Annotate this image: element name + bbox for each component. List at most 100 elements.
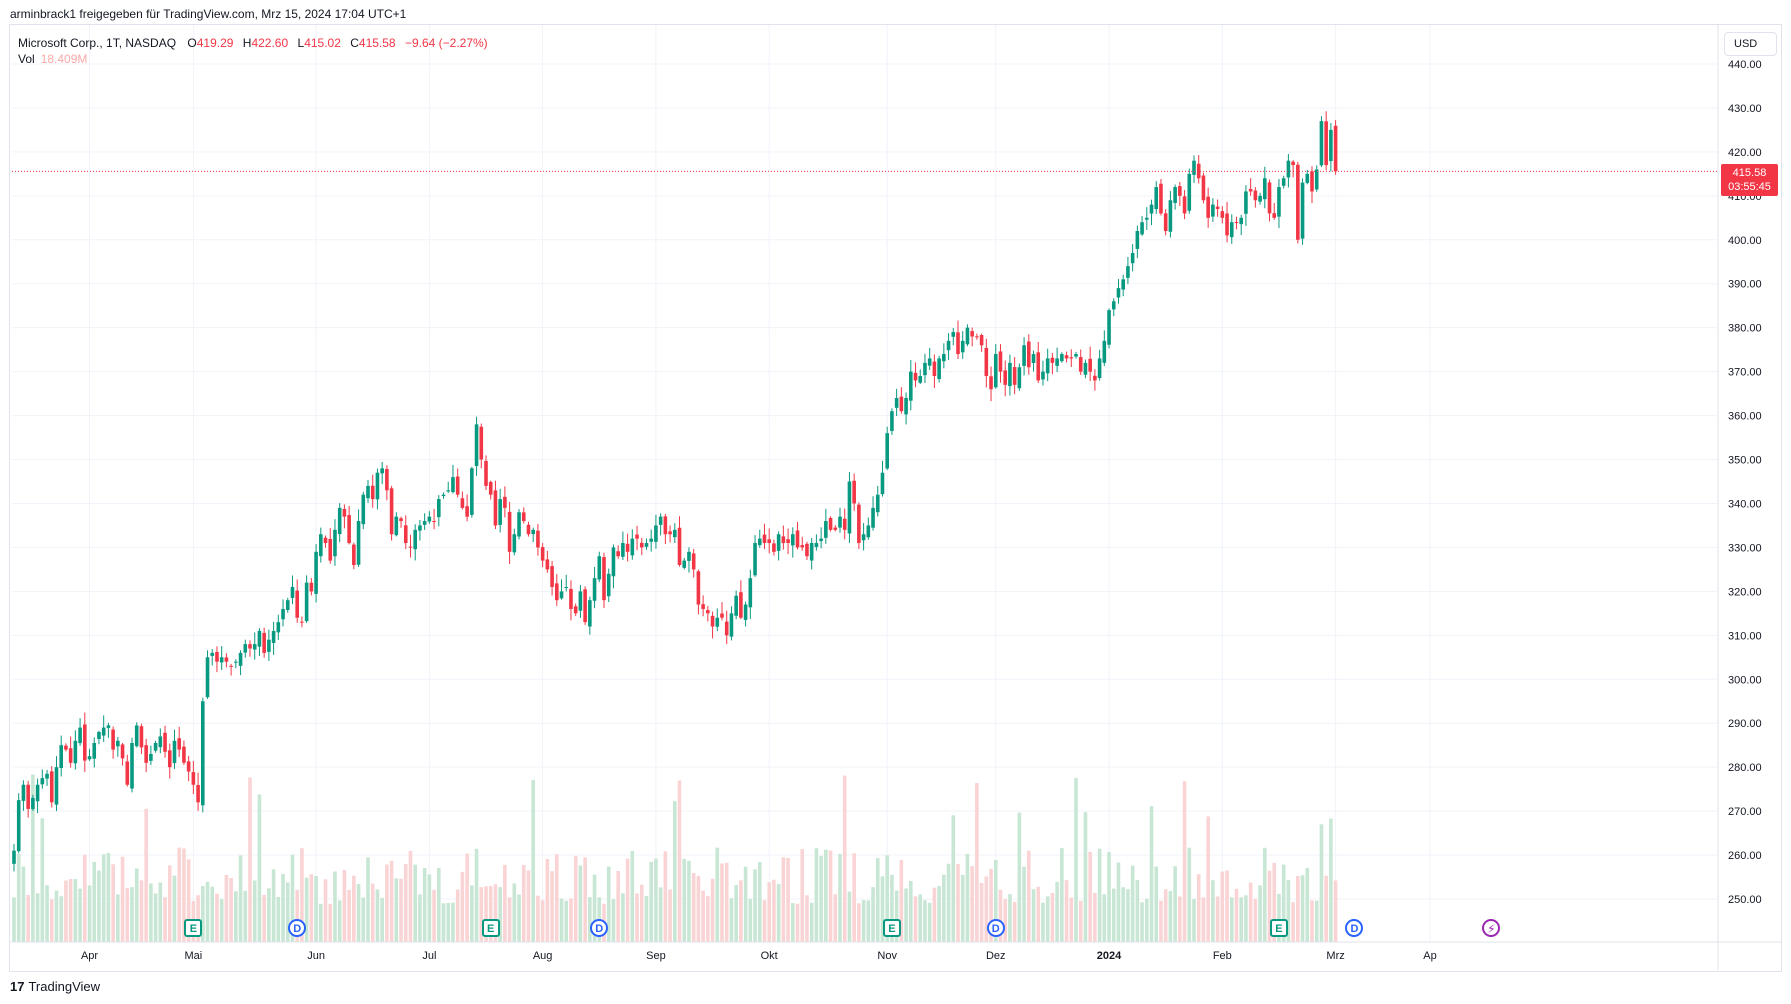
volume-bar — [838, 853, 842, 942]
volume-bar — [234, 891, 238, 942]
volume-bar — [951, 815, 956, 942]
candle-body — [937, 358, 941, 380]
volume-bar — [1012, 901, 1017, 942]
dividend-event-icon[interactable]: D — [590, 919, 609, 937]
candle-body — [857, 504, 861, 544]
volume-bar — [1319, 824, 1324, 942]
volume-bar — [649, 862, 653, 942]
volume-bar — [276, 896, 281, 942]
volume-bar — [59, 896, 63, 942]
volume-bar — [800, 849, 805, 942]
candle-body — [734, 595, 738, 616]
candle-body — [356, 521, 361, 565]
candle-body — [531, 529, 535, 535]
currency-button[interactable]: USD — [1724, 32, 1777, 56]
candle-body — [1300, 182, 1305, 239]
earnings-event-icon[interactable]: E — [184, 919, 203, 937]
candle-body — [965, 327, 970, 345]
candle-body — [97, 732, 101, 739]
candle-body — [49, 771, 54, 803]
candle-body — [352, 544, 356, 565]
dividend-event-icon[interactable]: D — [1345, 919, 1364, 937]
candle-body — [809, 543, 814, 561]
earnings-event-icon[interactable]: E — [481, 919, 500, 937]
x-axis: Apr Mai Jun Jul Aug Sep Okt Nov Dez 2024 Feb Mrz Ap — [9, 941, 1782, 962]
candle-body — [786, 539, 790, 544]
candle-body — [1093, 375, 1097, 381]
y-tick-label: 280.00 — [1728, 762, 1762, 774]
earnings-event-icon[interactable]: E — [882, 919, 901, 937]
candle-body — [573, 606, 578, 614]
candle-body — [106, 725, 111, 728]
candle-body — [1319, 121, 1324, 166]
chart-frame[interactable] — [9, 24, 1782, 972]
volume-bar — [545, 859, 550, 942]
candle-body — [800, 545, 805, 548]
candle-body — [644, 543, 649, 547]
volume-bar — [248, 777, 252, 942]
y-axis: 250.00 260.00 270.00 280.00 290.00 300.00 310.… — [1717, 25, 1762, 970]
candle-body — [248, 644, 252, 649]
volume-bar — [323, 879, 328, 942]
candle-body — [68, 748, 73, 763]
candle-body — [139, 726, 144, 748]
volume-bar — [167, 865, 172, 942]
volume-bar — [333, 871, 337, 942]
candle-body — [1154, 187, 1159, 210]
candle-body — [281, 608, 285, 620]
volume-bar — [621, 893, 625, 942]
tradingview-logo-icon: 17 — [10, 979, 25, 994]
candle-body — [762, 534, 767, 544]
volume-bar — [441, 903, 446, 942]
candle-body — [559, 591, 564, 599]
candle-body — [1248, 188, 1253, 192]
tradingview-logo[interactable]: 17 TradingView — [10, 979, 100, 994]
candle-body — [219, 657, 224, 663]
candle-body — [1192, 160, 1196, 175]
dividend-event-icon[interactable]: D — [986, 919, 1005, 937]
candle-body — [621, 543, 625, 557]
candle-body — [998, 351, 1003, 372]
volume-bar — [975, 783, 979, 942]
volume-bar — [252, 880, 257, 942]
x-tick-label: Sep — [646, 950, 666, 962]
volume-bar — [871, 887, 875, 942]
volume-bar — [455, 889, 460, 942]
volume-bar — [1159, 900, 1163, 942]
volume-bar — [40, 818, 45, 942]
volume-bar — [776, 884, 781, 942]
volume-bar — [960, 874, 965, 942]
dividend-event-icon[interactable]: D — [288, 919, 307, 937]
volume-bar — [644, 896, 649, 942]
candle-body — [720, 613, 724, 618]
candle-body — [1107, 310, 1111, 345]
candle-body — [422, 521, 427, 525]
volume-bar — [682, 858, 687, 942]
volume-bar — [1272, 862, 1277, 942]
candle-body — [757, 538, 762, 546]
split-event-icon[interactable]: ⚡ — [1482, 919, 1501, 937]
volume-bar — [215, 893, 219, 942]
volume-bar — [555, 854, 559, 942]
x-tick-label: Nov — [877, 950, 897, 962]
volume-bar — [979, 882, 984, 942]
volume-bar — [606, 866, 611, 942]
volume-label: Vol — [18, 52, 35, 66]
volume-bar — [866, 900, 871, 942]
volume-bar — [134, 868, 139, 942]
candle-body — [673, 529, 677, 538]
candle-body — [819, 538, 823, 542]
volume-bar — [1267, 870, 1272, 942]
volume-bar — [1281, 864, 1286, 942]
volume-bar — [470, 885, 474, 942]
volume-bar — [1022, 866, 1026, 942]
candle-body — [606, 573, 611, 597]
volume-bar — [319, 903, 323, 942]
y-tick-label: 370.00 — [1728, 367, 1762, 379]
y-tick-label: 290.00 — [1728, 718, 1762, 730]
earnings-event-icon[interactable]: E — [1269, 919, 1288, 937]
volume-bar — [304, 877, 309, 942]
volume-bar — [446, 902, 451, 942]
volume-bar — [31, 774, 35, 942]
